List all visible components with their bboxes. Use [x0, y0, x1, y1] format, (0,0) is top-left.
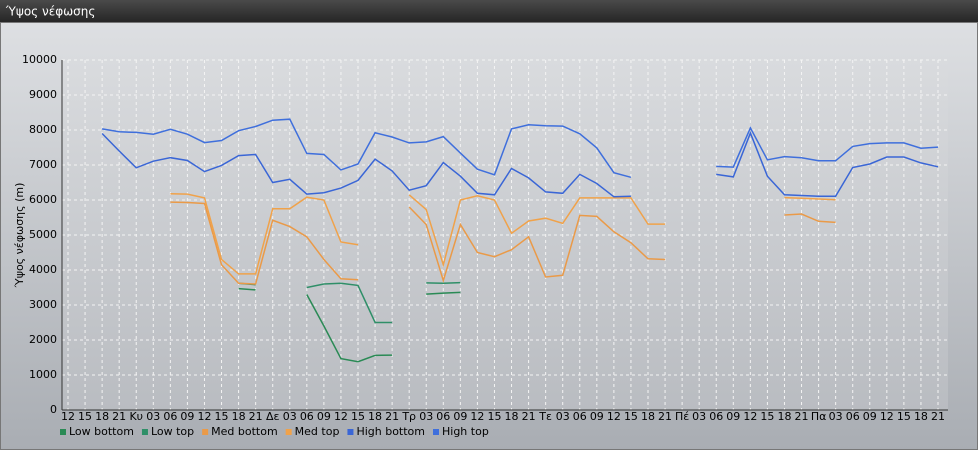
x-tick-label: 15 — [78, 410, 92, 423]
x-tick-label: 03 — [556, 410, 570, 423]
x-tick-label: 21 — [385, 410, 399, 423]
x-tick-label: 09 — [726, 410, 740, 423]
x-tick-label: 15 — [351, 410, 365, 423]
x-tick-label: 03 — [829, 410, 843, 423]
legend-label: Low top — [151, 425, 194, 438]
series-line — [238, 287, 461, 363]
y-tick-label: 2000 — [29, 333, 57, 346]
x-tick-label: 15 — [487, 410, 501, 423]
x-tick-label: 21 — [795, 410, 809, 423]
x-tick-label: 09 — [317, 410, 331, 423]
x-tick-label: 21 — [522, 410, 536, 423]
series-line — [170, 192, 836, 275]
y-tick-label: 5000 — [29, 228, 57, 241]
legend-swatch — [141, 429, 148, 435]
x-tick-label: 03 — [146, 410, 160, 423]
y-tick-label: 1000 — [29, 368, 57, 381]
title-bar — [0, 0, 978, 22]
x-tick-label: 18 — [95, 410, 109, 423]
x-tick-label: 12 — [334, 410, 348, 423]
x-tick-label: Πέ — [675, 410, 689, 423]
x-tick-label: 06 — [436, 410, 450, 423]
x-tick-label: 15 — [760, 410, 774, 423]
x-tick-label: 12 — [61, 410, 75, 423]
x-tick-label: 18 — [641, 410, 655, 423]
x-tick-label: 09 — [863, 410, 877, 423]
y-tick-label: 9000 — [29, 88, 57, 101]
x-tick-label: 21 — [658, 410, 672, 423]
x-tick-label: 06 — [300, 410, 314, 423]
x-tick-label: 18 — [777, 410, 791, 423]
x-tick-label: 09 — [590, 410, 604, 423]
x-tick-label: 06 — [709, 410, 723, 423]
x-tick-label: 21 — [112, 410, 126, 423]
y-axis-label: Ύψος νέφωσης (m) — [13, 183, 26, 289]
x-tick-label: 12 — [470, 410, 484, 423]
x-tick-label: 09 — [180, 410, 194, 423]
x-tick-label: 06 — [573, 410, 587, 423]
x-tick-label: Πα — [811, 410, 827, 423]
legend-label: Med top — [295, 425, 340, 438]
x-tick-label: Τε — [538, 410, 552, 423]
x-tick-label: 12 — [607, 410, 621, 423]
y-tick-label: 6000 — [29, 193, 57, 206]
x-tick-label: 21 — [249, 410, 263, 423]
x-tick-label: 18 — [232, 410, 246, 423]
legend-label: Med bottom — [211, 425, 278, 438]
x-tick-label: 18 — [368, 410, 382, 423]
y-tick-label: 8000 — [29, 123, 57, 136]
x-tick-label: 03 — [283, 410, 297, 423]
x-tick-label: 12 — [743, 410, 757, 423]
series-line — [170, 201, 836, 285]
x-tick-label: 06 — [163, 410, 177, 423]
legend-label: High bottom — [356, 425, 425, 438]
series-line — [101, 118, 939, 179]
x-tick-label: 18 — [914, 410, 928, 423]
legend-swatch — [60, 429, 66, 435]
x-tick-label: Τρ — [401, 410, 416, 423]
y-tick-label: 7000 — [29, 158, 57, 171]
legend-swatch — [347, 429, 354, 435]
y-tick-label: 4000 — [29, 263, 57, 276]
x-tick-label: 06 — [846, 410, 860, 423]
legend-label: Low bottom — [69, 425, 134, 438]
legend-label: High top — [442, 425, 489, 438]
x-tick-label: 03 — [692, 410, 706, 423]
x-tick-label: Δε — [266, 410, 280, 423]
legend-swatch — [433, 429, 439, 435]
x-tick-label: 09 — [453, 410, 467, 423]
series-line — [101, 131, 939, 198]
y-tick-label: 10000 — [22, 53, 57, 66]
x-tick-label: Κυ — [129, 410, 143, 423]
x-tick-label: 21 — [931, 410, 945, 423]
y-tick-label: 0 — [50, 403, 57, 416]
x-tick-label: 15 — [897, 410, 911, 423]
x-tick-label: 03 — [419, 410, 433, 423]
x-tick-label: 15 — [624, 410, 638, 423]
chart-title: Ύψος νέφωσης — [5, 5, 95, 19]
x-tick-label: 18 — [505, 410, 519, 423]
legend-swatch — [285, 429, 292, 435]
x-tick-label: 12 — [880, 410, 894, 423]
x-tick-label: 12 — [197, 410, 211, 423]
x-tick-label: 15 — [215, 410, 229, 423]
y-tick-label: 3000 — [29, 298, 57, 311]
legend-swatch — [202, 429, 209, 435]
